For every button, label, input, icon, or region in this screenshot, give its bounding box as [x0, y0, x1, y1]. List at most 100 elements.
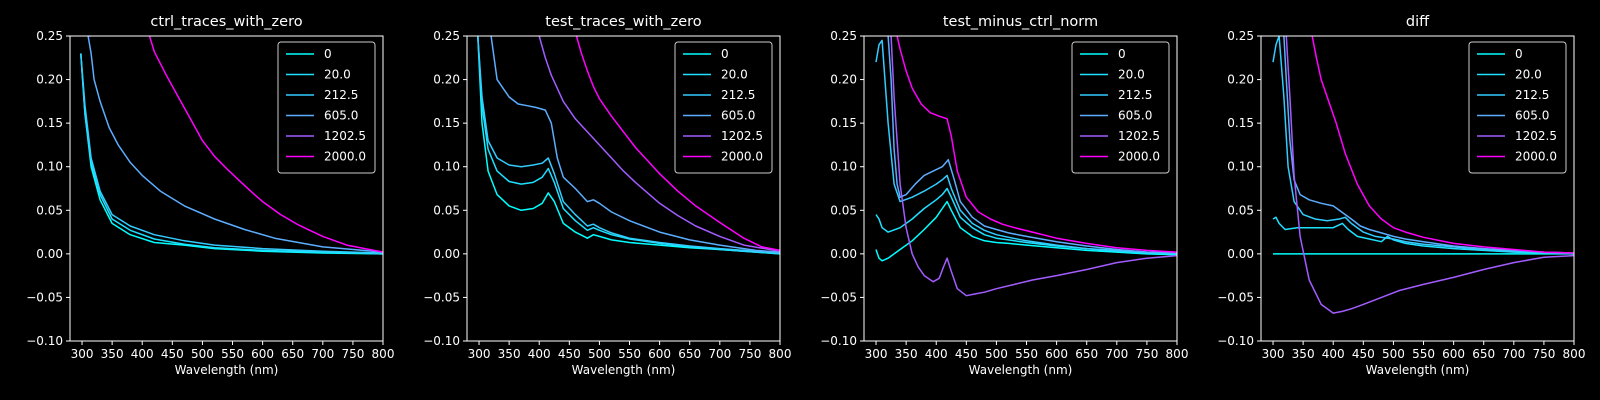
- x-tick-label: 600: [1442, 347, 1465, 361]
- legend-label: 0: [1515, 47, 1523, 61]
- x-tick-label: 550: [618, 347, 641, 361]
- y-tick-label: 0.25: [830, 29, 857, 43]
- y-tick-label: 0.00: [830, 247, 857, 261]
- x-tick-label: 800: [1166, 347, 1189, 361]
- y-tick-label: −0.10: [1217, 334, 1254, 348]
- x-tick-label: 550: [1015, 347, 1038, 361]
- x-tick-label: 450: [161, 347, 184, 361]
- legend-label: 605.0: [1118, 109, 1152, 123]
- x-tick-label: 450: [955, 347, 978, 361]
- y-tick-label: 0.25: [433, 29, 460, 43]
- y-tick-label: 0.00: [433, 247, 460, 261]
- y-tick-label: −0.05: [1217, 290, 1254, 304]
- legend-label: 0: [324, 47, 332, 61]
- y-tick-label: 0.10: [1227, 160, 1254, 174]
- x-tick-label: 550: [1412, 347, 1435, 361]
- x-tick-label: 500: [191, 347, 214, 361]
- legend-label: 1202.5: [1515, 129, 1557, 143]
- legend-label: 2000.0: [721, 150, 763, 164]
- x-tick-label: 800: [372, 347, 395, 361]
- y-tick-label: 0.20: [830, 73, 857, 87]
- x-tick-label: 800: [1563, 347, 1586, 361]
- y-tick-label: 0.25: [36, 29, 63, 43]
- y-tick-label: 0.10: [830, 160, 857, 174]
- x-tick-label: 750: [1532, 347, 1555, 361]
- x-tick-label: 700: [1502, 347, 1525, 361]
- chart-title: ctrl_traces_with_zero: [150, 14, 302, 30]
- x-axis-label: Wavelength (nm): [1366, 363, 1470, 377]
- x-tick-label: 650: [1075, 347, 1098, 361]
- x-tick-label: 750: [341, 347, 364, 361]
- legend-label: 605.0: [721, 109, 755, 123]
- y-tick-label: 0.15: [36, 116, 63, 130]
- x-tick-label: 400: [925, 347, 948, 361]
- x-tick-label: 750: [1135, 347, 1158, 361]
- legend-label: 1202.5: [721, 129, 763, 143]
- x-axis-label: Wavelength (nm): [572, 363, 676, 377]
- y-tick-label: −0.05: [820, 290, 857, 304]
- legend-label: 212.5: [324, 88, 358, 102]
- x-tick-label: 650: [678, 347, 701, 361]
- y-tick-label: 0.20: [36, 73, 63, 87]
- chart-title: test_minus_ctrl_norm: [943, 14, 1098, 30]
- x-tick-label: 500: [588, 347, 611, 361]
- legend-label: 1202.5: [1118, 129, 1160, 143]
- x-tick-label: 350: [101, 347, 124, 361]
- legend-label: 20.0: [721, 68, 748, 82]
- x-tick-label: 750: [738, 347, 761, 361]
- legend-label: 0: [1118, 47, 1126, 61]
- x-tick-label: 300: [468, 347, 491, 361]
- y-tick-label: 0.05: [433, 203, 460, 217]
- y-tick-label: −0.05: [423, 290, 460, 304]
- x-tick-label: 400: [528, 347, 551, 361]
- x-tick-label: 600: [648, 347, 671, 361]
- x-tick-label: 450: [558, 347, 581, 361]
- y-tick-label: 0.15: [830, 116, 857, 130]
- y-tick-label: 0.05: [1227, 203, 1254, 217]
- legend-label: 2000.0: [1118, 150, 1160, 164]
- legend-label: 1202.5: [324, 129, 366, 143]
- chart-title: diff: [1406, 14, 1430, 30]
- x-tick-label: 350: [1292, 347, 1315, 361]
- legend: 0 20.0 212.5 605.0 1202.5 2000.0: [1469, 42, 1566, 173]
- legend: 0 20.0 212.5 605.0 1202.5 2000.0: [278, 42, 375, 173]
- y-tick-label: 0.05: [830, 203, 857, 217]
- x-tick-label: 300: [865, 347, 888, 361]
- x-tick-label: 400: [131, 347, 154, 361]
- x-tick-label: 650: [1472, 347, 1495, 361]
- y-tick-label: −0.10: [26, 334, 63, 348]
- x-tick-label: 800: [769, 347, 792, 361]
- y-tick-label: 0.15: [433, 116, 460, 130]
- x-tick-label: 350: [895, 347, 918, 361]
- x-tick-label: 700: [1105, 347, 1128, 361]
- x-tick-label: 300: [1262, 347, 1285, 361]
- legend-label: 605.0: [324, 109, 358, 123]
- y-tick-label: −0.05: [26, 290, 63, 304]
- y-tick-label: 0.20: [433, 73, 460, 87]
- x-tick-label: 600: [251, 347, 274, 361]
- legend: 0 20.0 212.5 605.0 1202.5 2000.0: [675, 42, 772, 173]
- y-tick-label: 0.10: [36, 160, 63, 174]
- legend-label: 20.0: [1515, 68, 1542, 82]
- y-tick-label: 0.15: [1227, 116, 1254, 130]
- y-tick-label: 0.10: [433, 160, 460, 174]
- legend-label: 2000.0: [1515, 150, 1557, 164]
- legend-label: 212.5: [1515, 88, 1549, 102]
- x-tick-label: 450: [1352, 347, 1375, 361]
- y-tick-label: 0.20: [1227, 73, 1254, 87]
- legend-label: 212.5: [1118, 88, 1152, 102]
- y-tick-label: 0.05: [36, 203, 63, 217]
- legend: 0 20.0 212.5 605.0 1202.5 2000.0: [1072, 42, 1169, 173]
- legend-label: 2000.0: [324, 150, 366, 164]
- x-tick-label: 700: [708, 347, 731, 361]
- x-tick-label: 500: [1382, 347, 1405, 361]
- x-axis-label: Wavelength (nm): [175, 363, 279, 377]
- x-tick-label: 350: [498, 347, 521, 361]
- x-tick-label: 700: [311, 347, 334, 361]
- y-tick-label: −0.10: [423, 334, 460, 348]
- y-tick-label: 0.00: [1227, 247, 1254, 261]
- x-tick-label: 500: [985, 347, 1008, 361]
- legend-label: 20.0: [1118, 68, 1145, 82]
